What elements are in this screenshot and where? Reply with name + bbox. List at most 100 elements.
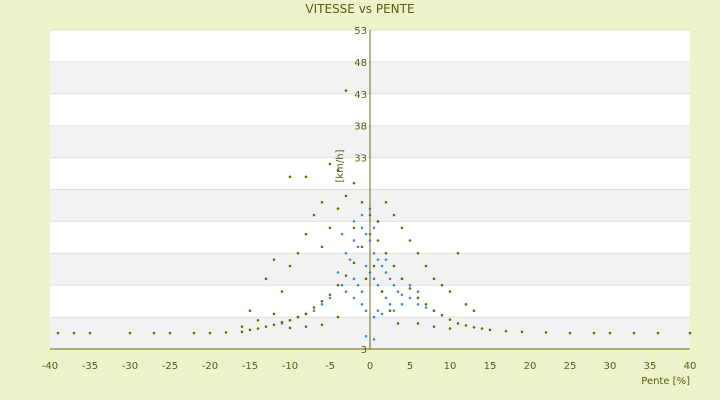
data-point [364,232,368,236]
data-point [416,252,420,255]
data-point [372,277,376,281]
data-point [352,181,356,185]
data-point [264,277,268,281]
data-point [656,331,660,335]
x-tick-label: -25 [162,361,178,372]
data-point [88,331,92,335]
x-tick-label: -30 [122,361,138,372]
data-point [392,264,396,268]
data-point [384,252,388,255]
x-axis-title: Pente [%] [641,376,690,387]
x-tick-label: 40 [684,361,697,372]
data-point [328,162,332,166]
data-point [432,309,436,313]
x-tick-label: -15 [242,361,258,372]
data-point [464,324,468,327]
data-point [372,264,376,268]
data-point [336,169,340,172]
data-point [344,252,348,255]
data-point [384,271,388,274]
data-point [364,264,368,268]
data-point [348,258,352,261]
x-tick-label: -5 [325,361,335,372]
data-point [312,306,316,309]
data-point [360,200,364,204]
x-tick-label: 25 [564,361,577,372]
data-point [464,303,468,306]
data-point [384,200,388,204]
data-point [344,194,348,198]
data-point [328,296,332,300]
y-tick-label: 38 [354,122,367,133]
data-point [208,331,212,335]
data-point [352,239,356,242]
data-point [392,213,396,217]
data-point [224,331,228,334]
data-point [408,283,412,287]
x-tick-label: 30 [604,361,617,372]
data-point [360,290,364,293]
data-point [392,283,396,287]
data-point [400,277,404,281]
data-point [192,331,196,335]
data-point [396,322,400,325]
data-point [320,200,324,204]
data-point [432,277,436,281]
data-point [448,327,452,330]
data-point [400,303,404,306]
data-point [344,274,348,277]
data-point [304,232,308,236]
data-point [352,226,356,230]
data-point [400,226,404,230]
data-point [440,313,444,317]
data-point [568,331,572,335]
data-point [352,220,356,223]
data-point [72,331,76,335]
data-point [384,296,388,300]
data-point [380,312,384,316]
data-point [364,277,368,281]
data-point [272,323,276,327]
axes [50,30,690,350]
data-point [608,331,612,335]
data-point [360,303,364,306]
y-axis-title: [km/h] [335,149,346,182]
data-point [320,323,324,327]
data-point [328,293,332,297]
data-point [248,328,252,332]
data-point [408,239,412,242]
data-point [376,220,380,223]
data-point [56,331,60,335]
data-point [688,331,692,335]
data-point [376,309,380,313]
data-point [304,312,308,316]
data-point [248,309,252,313]
data-point [384,258,388,261]
data-point [304,325,308,328]
x-tick-label: -35 [82,361,98,372]
data-point [416,296,420,300]
y-tick-label: 43 [354,90,367,101]
data-point [424,306,428,309]
data-point [272,258,276,261]
data-point [320,299,324,303]
data-point [288,318,292,322]
data-point [448,318,452,321]
data-point [364,334,368,338]
data-point [336,283,340,287]
data-point [376,258,380,261]
data-point [240,330,244,334]
x-tick-label: -20 [202,361,218,372]
data-point [504,329,508,333]
data-point [392,309,396,313]
data-point [356,283,360,287]
y-tick-label: 53 [354,26,367,37]
data-point [408,296,412,300]
data-point [320,303,324,306]
data-point [592,331,596,335]
data-point [296,252,300,255]
x-tick-label: -10 [282,361,298,372]
data-point [388,277,392,281]
data-point [128,331,132,335]
